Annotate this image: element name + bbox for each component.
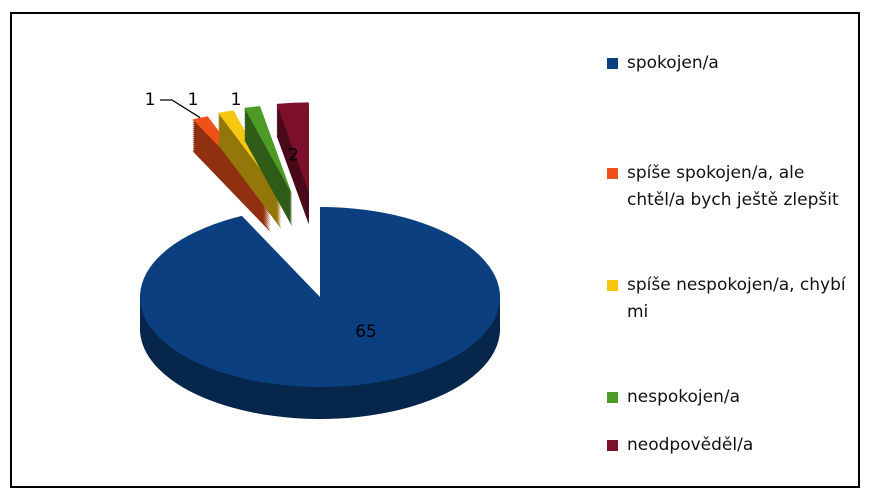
legend-label: spokojen/a — [627, 53, 719, 73]
data-label: 1 — [231, 90, 242, 110]
chart-frame — [10, 12, 860, 488]
pie-slice — [140, 207, 501, 387]
legend-swatch — [607, 58, 618, 69]
pie-slice — [244, 106, 293, 195]
legend-item: nespokojen/a — [605, 384, 857, 411]
pie-slice-side — [192, 147, 271, 232]
data-label: 2 — [288, 145, 299, 165]
legend-label: spíše spokojen/a, ale chtěl/a bych ještě… — [627, 163, 839, 210]
data-label: 65 — [355, 322, 377, 342]
leader-line — [160, 99, 201, 119]
legend-item: spokojen/a — [605, 50, 857, 77]
legend-label: spíše nespokojen/a, chybí mi — [627, 275, 846, 322]
legend-item: neodpověděl/a — [605, 432, 857, 459]
legend-item: spíše spokojen/a, ale chtěl/a bych ještě… — [605, 160, 857, 214]
legend-label: neodpověděl/a — [627, 435, 754, 455]
legend-item: spíše nespokojen/a, chybí mi — [605, 272, 857, 326]
legend-swatch — [607, 392, 618, 403]
data-label: 1 — [188, 90, 199, 110]
data-label: 1 — [145, 90, 156, 110]
pie-slice — [276, 102, 309, 193]
pie-slice-side — [244, 137, 293, 226]
legend-swatch — [607, 168, 618, 179]
legend-swatch — [607, 440, 618, 451]
legend-label: nespokojen/a — [627, 387, 741, 407]
legend-swatch — [607, 280, 618, 291]
pie-slice-side — [218, 141, 282, 229]
